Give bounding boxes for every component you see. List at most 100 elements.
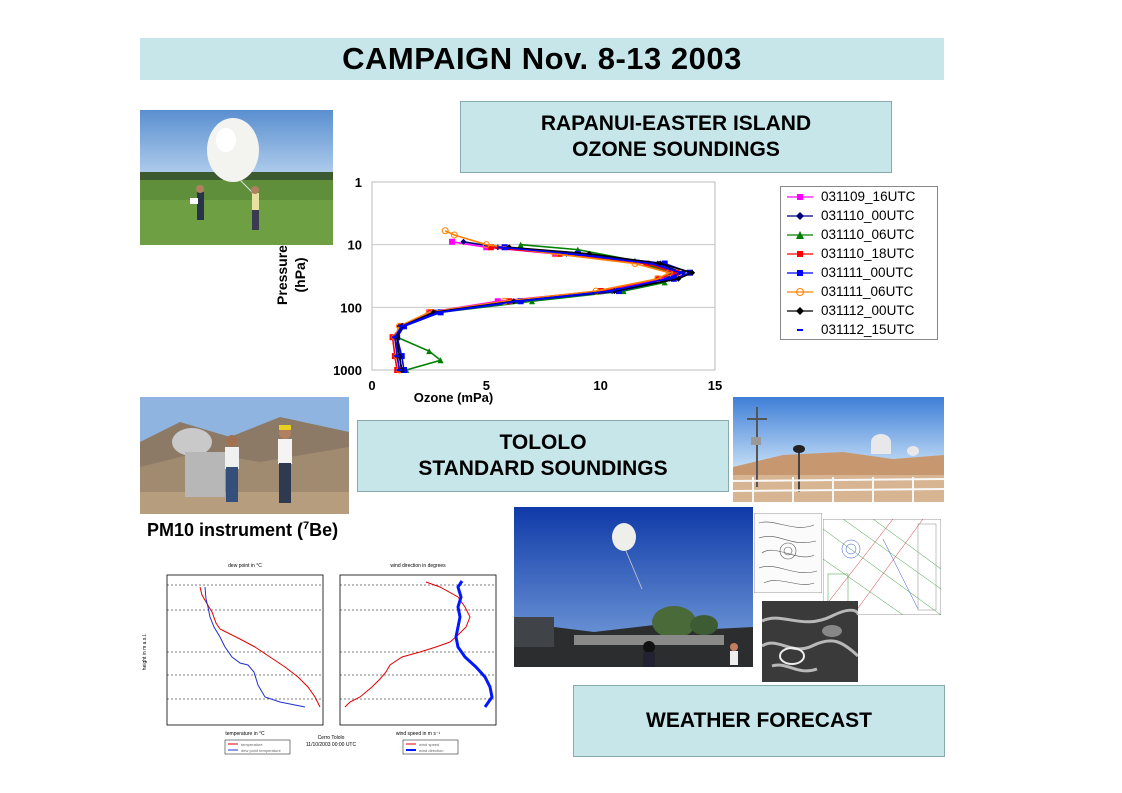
legend-swatch <box>787 306 813 315</box>
weather-forecast-label: WEATHER FORECAST <box>646 709 872 732</box>
legend-swatch <box>787 193 813 200</box>
tololo-left-legend-2: dew point temperature <box>241 748 282 753</box>
ozone-legend-item: 031112_15UTC <box>781 320 937 339</box>
rapanui-line2: OZONE SOUNDINGS <box>572 138 780 161</box>
pm10-caption-sup: 7 <box>303 520 310 532</box>
ozone-y-axis-label: Pressure <box>274 245 290 305</box>
tololo-right-top-label: wind direction in degrees <box>390 563 446 569</box>
ozone-point <box>529 298 536 305</box>
rapanui-ozone-soundings-box: RAPANUI-EASTER ISLAND OZONE SOUNDINGS <box>460 101 892 173</box>
tololo-right-legend <box>402 739 459 755</box>
ozone-chart-legend: 031109_16UTC 031110_00UTC 031110_06UTC 0311… <box>780 186 938 340</box>
temperature-panel <box>166 574 324 726</box>
observatory-photo <box>733 397 944 502</box>
pm10-caption-prefix: PM10 instrument ( <box>147 520 304 540</box>
ozone-y-axis-unit: (hPa) <box>292 258 308 293</box>
legend-swatch <box>787 230 813 239</box>
ozone-legend-label: 031112_15UTC <box>821 322 915 337</box>
ozone-legend-item: 031110_06UTC <box>781 225 937 244</box>
ozone-legend-label: 031111_06UTC <box>821 284 914 299</box>
legend-swatch <box>787 287 813 296</box>
ozone-point <box>597 288 604 295</box>
tololo-left-top-label: dew point in °C <box>228 563 262 569</box>
ozone-point <box>592 287 600 295</box>
ozone-point <box>661 260 668 267</box>
tololo-standard-soundings-box: TOLOLO STANDARD SOUNDINGS <box>357 420 729 492</box>
ozone-point <box>437 357 444 364</box>
ozone-point <box>661 279 668 286</box>
ozone-legend-item: 031111_00UTC <box>781 263 937 282</box>
tololo-footer-line2: 11/10/2003 00:00 UTC <box>306 742 357 748</box>
tololo-right-bottom-label: wind speed in m s⁻¹ <box>396 731 441 737</box>
ozone-y-tick-label: 1000 <box>333 363 362 378</box>
tololo-right-legend-2: wind direction <box>419 748 443 753</box>
ozone-legend-item: 031109_16UTC <box>781 187 937 206</box>
tololo-left-legend-1: temperature <box>241 742 263 747</box>
ozone-x-tick-label: 10 <box>593 378 607 393</box>
wind-panel <box>339 574 497 726</box>
balloon-sky-photo <box>514 507 753 667</box>
ozone-point <box>487 244 494 251</box>
tololo-left-bottom-label: temperature in °C <box>225 731 265 737</box>
ozone-series-line-7 <box>394 246 683 371</box>
ozone-point <box>615 288 622 295</box>
pm10-instrument-photo <box>140 397 349 514</box>
tololo-profile-svg: dew point in °C wind direction in degree… <box>142 563 497 755</box>
tololo-y-label: height in m a.s.l. <box>142 634 148 670</box>
tololo-left-legend <box>224 739 291 755</box>
ozone-chart-svg: 1 10 100 1000 0 5 10 15 Ozone (mPa) Pressure (hPa) <box>274 175 722 405</box>
ozone-legend-label: 031110_00UTC <box>821 208 915 223</box>
ozone-legend-item: 031112_00UTC <box>781 301 937 320</box>
ozone-point <box>574 250 581 257</box>
ozone-legend-label: 031112_00UTC <box>821 303 915 318</box>
ozone-point <box>675 275 682 282</box>
ozone-point <box>654 275 662 283</box>
tololo-footer-line1: Cerro Tololo <box>318 735 345 741</box>
ozone-x-axis-label: Ozone (mPa) <box>414 390 493 405</box>
ozone-chart: 1 10 100 1000 0 5 10 15 Ozone (mPa) Pressure (hPa) <box>265 175 735 410</box>
ozone-point <box>426 348 433 355</box>
ozone-point <box>441 227 449 235</box>
ozone-point <box>689 269 696 276</box>
skewt-diagram-thumbnail <box>823 519 941 615</box>
legend-swatch <box>787 250 813 257</box>
satellite-image-thumbnail <box>762 601 858 682</box>
ozone-legend-item: 031110_18UTC <box>781 244 937 263</box>
ozone-point <box>620 288 627 295</box>
ozone-point <box>449 238 456 245</box>
ozone-x-tick-label: 15 <box>708 378 722 393</box>
ozone-y-tick-label: 1 <box>355 175 362 190</box>
ozone-legend-label: 031110_18UTC <box>821 246 915 261</box>
ozone-y-tick-label: 100 <box>340 300 362 315</box>
wind-speed-line <box>344 581 471 708</box>
weather-forecast-box: WEATHER FORECAST <box>573 685 945 757</box>
ozone-x-tick-label: 5 <box>483 378 490 393</box>
tololo-right-legend-1: wind speed <box>419 742 439 747</box>
ozone-legend-item: 031110_00UTC <box>781 206 937 225</box>
ozone-legend-label: 031109_16UTC <box>821 189 916 204</box>
legend-swatch <box>797 328 803 331</box>
legend-swatch <box>787 269 813 276</box>
ozone-x-tick-label: 0 <box>368 378 375 393</box>
ozone-point <box>673 269 680 276</box>
dew-point-line <box>204 586 306 708</box>
ozone-legend-label: 031110_06UTC <box>821 227 915 242</box>
legend-swatch <box>787 211 813 220</box>
pm10-caption-suffix: Be) <box>309 520 339 540</box>
ozone-legend-item: 031111_06UTC <box>781 282 937 301</box>
tololo-line1: TOLOLO <box>499 431 587 454</box>
synoptic-chart-thumbnail <box>754 513 822 593</box>
balloon-launch-photo <box>140 110 333 245</box>
rapanui-line1: RAPANUI-EASTER ISLAND <box>540 112 812 135</box>
pm10-caption: PM10 instrument (7Be) <box>147 520 338 541</box>
ozone-point <box>517 241 524 248</box>
ozone-y-tick-label: 10 <box>348 238 362 253</box>
page-title: CAMPAIGN Nov. 8-13 2003 <box>140 38 944 80</box>
wind-direction-line <box>454 580 494 708</box>
ozone-point <box>670 275 677 282</box>
tololo-line2: STANDARD SOUNDINGS <box>418 457 668 480</box>
ozone-point <box>494 298 501 305</box>
ozone-legend-label: 031111_00UTC <box>821 265 914 280</box>
ozone-point <box>586 250 593 257</box>
tololo-profile-charts: dew point in °C wind direction in degree… <box>140 557 505 757</box>
